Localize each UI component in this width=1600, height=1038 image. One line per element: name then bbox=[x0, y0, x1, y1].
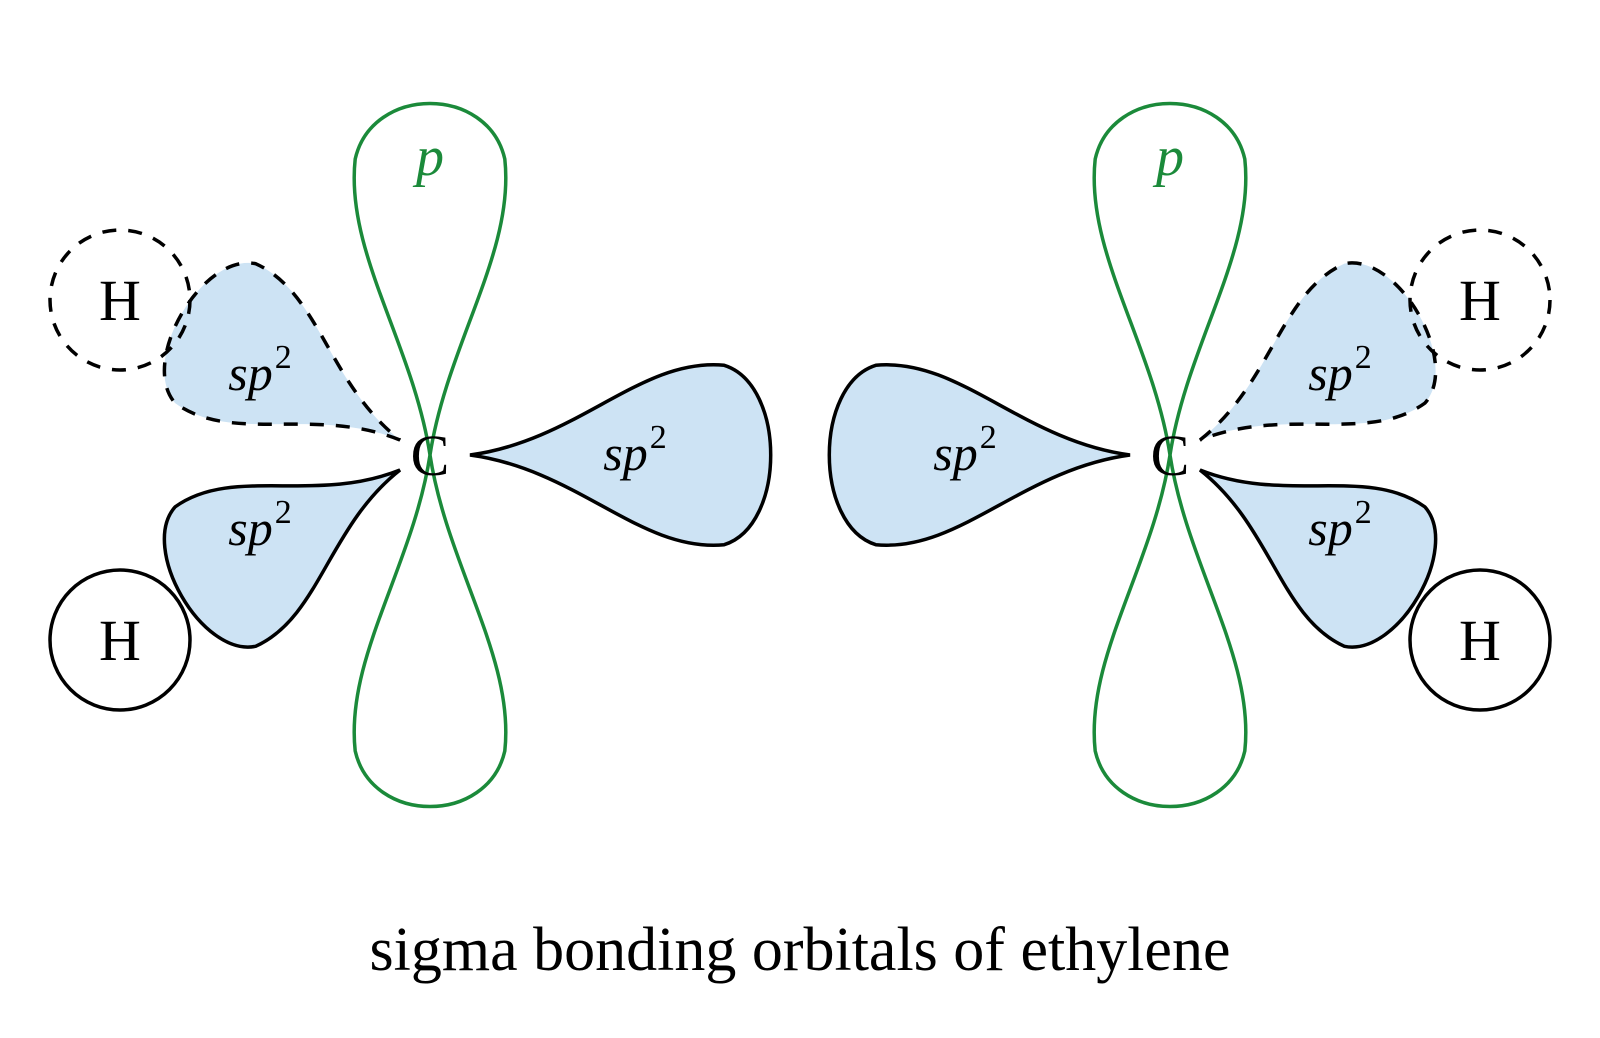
p-label: p bbox=[412, 126, 444, 188]
sp2-orbital-group bbox=[141, 244, 1459, 666]
p-orbital-lobe bbox=[354, 455, 506, 807]
ethylene-sigma-orbitals-diagram: HHHH CC sp2sp2sp2sp2sp2sp2pp sigma bondi… bbox=[0, 0, 1600, 1038]
carbon-label: C bbox=[411, 423, 450, 488]
hydrogen-label: H bbox=[1459, 268, 1501, 333]
orbital-label-group: sp2sp2sp2sp2sp2sp2pp bbox=[228, 126, 1371, 556]
hydrogen-label: H bbox=[99, 608, 141, 673]
p-orbital-lobe bbox=[1094, 455, 1246, 807]
hydrogen-label: H bbox=[1459, 608, 1501, 673]
diagram-caption: sigma bonding orbitals of ethylene bbox=[370, 916, 1231, 984]
hydrogen-label: H bbox=[99, 268, 141, 333]
carbon-label: C bbox=[1151, 423, 1190, 488]
p-label: p bbox=[1152, 126, 1184, 188]
